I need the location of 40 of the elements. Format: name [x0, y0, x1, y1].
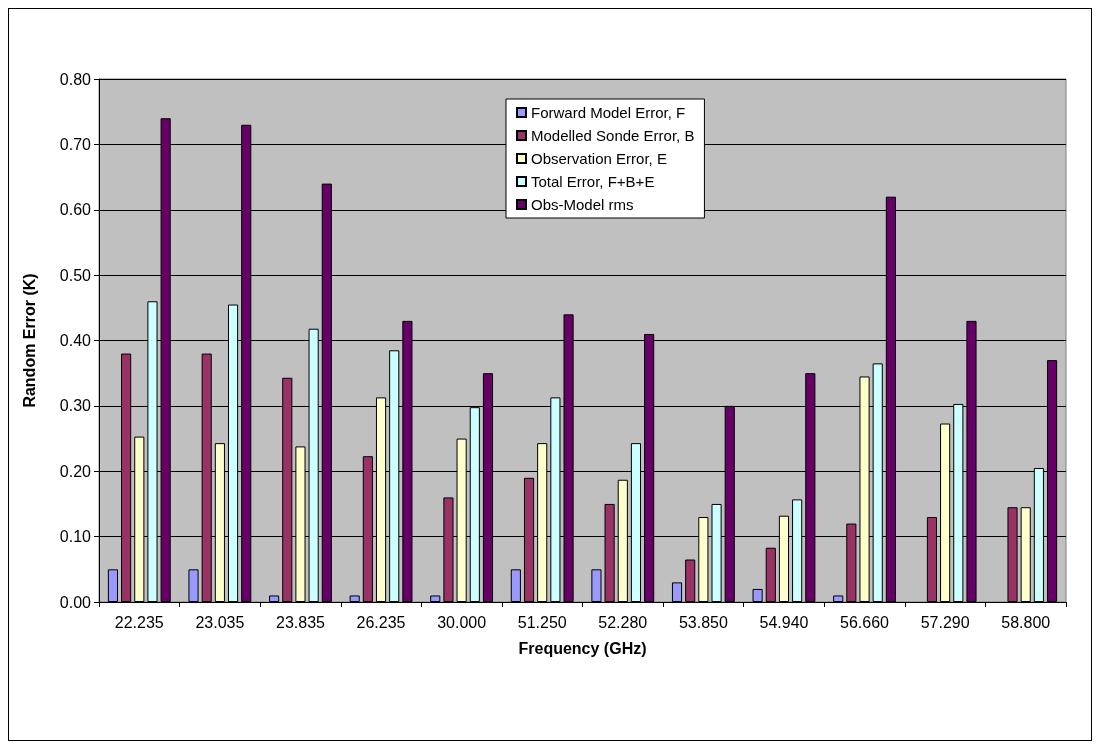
- x-tick-label: 26.235: [356, 613, 406, 631]
- y-tick-label: 0.70: [59, 135, 92, 153]
- bar: [510, 569, 521, 602]
- x-tick-label: 30.000: [437, 613, 487, 631]
- x-tick-label: 56.660: [840, 613, 890, 631]
- x-tick-label: 23.835: [275, 613, 326, 631]
- y-tick-label: 0.30: [59, 397, 92, 415]
- y-tick-label: 0.40: [59, 332, 92, 349]
- bar: [269, 595, 280, 602]
- legend-label: Forward Model Error, F: [531, 104, 686, 121]
- bar: [685, 559, 696, 602]
- x-tick-label: 54.940: [759, 613, 809, 631]
- legend-label: Modelled Sonde Error, B: [531, 127, 695, 144]
- legend-label: Obs-Model rms: [531, 196, 634, 213]
- y-tick-label: 0.60: [59, 201, 92, 219]
- x-tick-label: 58.800: [1001, 613, 1051, 631]
- x-axis-title: Frequency (GHz): [518, 639, 647, 657]
- bar: [349, 595, 360, 602]
- bar: [591, 569, 602, 602]
- y-tick-label: 0.80: [59, 70, 92, 88]
- bar: [107, 569, 118, 602]
- x-tick-label: 22.235: [114, 613, 164, 631]
- x-tick-label: 23.035: [195, 613, 245, 631]
- bar: [833, 595, 844, 602]
- x-tick-label: 57.290: [920, 613, 970, 631]
- legend-label: Observation Error, E: [531, 150, 667, 167]
- y-tick-label: 0.00: [59, 593, 92, 611]
- y-tick-label: 0.10: [59, 528, 92, 546]
- x-tick-label: 53.850: [678, 613, 728, 631]
- y-tick-label: 0.50: [59, 266, 92, 284]
- y-tick-label: 0.20: [59, 462, 92, 480]
- bar: [765, 547, 776, 602]
- y-axis-title: Random Error (K): [20, 273, 38, 408]
- legend-label: Total Error, F+B+E: [531, 173, 655, 190]
- x-tick-label: 52.280: [598, 613, 648, 631]
- bar: [752, 588, 763, 602]
- bar: [430, 595, 441, 602]
- bar: [671, 582, 683, 602]
- x-tick-label: 51.250: [517, 613, 567, 631]
- bar: [188, 569, 199, 602]
